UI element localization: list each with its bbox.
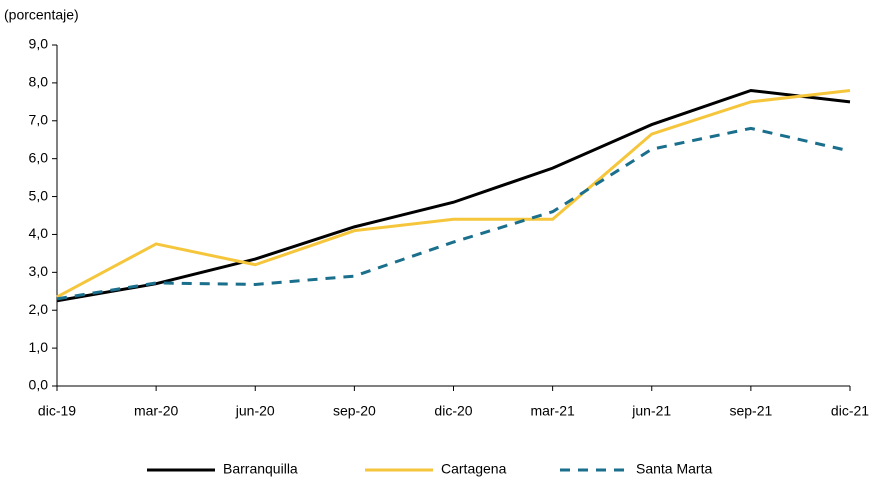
y-tick-label: 2,0 xyxy=(29,301,49,317)
x-tick-label: sep-21 xyxy=(729,403,772,419)
x-tick-label: sep-20 xyxy=(333,403,376,419)
x-tick-label: mar-21 xyxy=(530,403,575,419)
x-tick-label: mar-20 xyxy=(134,403,179,419)
y-axis-label: (porcentaje) xyxy=(4,7,79,23)
y-tick-label: 7,0 xyxy=(29,111,49,127)
y-tick-label: 5,0 xyxy=(29,187,49,203)
legend-label: Barranquilla xyxy=(223,461,298,477)
x-tick-label: dic-20 xyxy=(434,403,472,419)
y-tick-label: 4,0 xyxy=(29,225,49,241)
series-line xyxy=(56,88,851,299)
y-tick-label: 0,0 xyxy=(29,377,49,393)
series-line xyxy=(56,126,851,301)
y-tick-label: 1,0 xyxy=(29,339,49,355)
y-tick-label: 6,0 xyxy=(29,149,49,165)
x-tick-label: dic-21 xyxy=(831,403,869,419)
y-tick-label: 3,0 xyxy=(29,263,49,279)
y-tick-label: 9,0 xyxy=(29,36,49,52)
x-tick-label: jun-21 xyxy=(631,403,671,419)
series-line xyxy=(56,88,851,303)
legend-label: Santa Marta xyxy=(636,461,712,477)
x-tick-label: jun-20 xyxy=(235,403,275,419)
legend-label: Cartagena xyxy=(441,461,507,477)
x-tick-label: dic-19 xyxy=(38,403,76,419)
y-tick-label: 8,0 xyxy=(29,74,49,90)
